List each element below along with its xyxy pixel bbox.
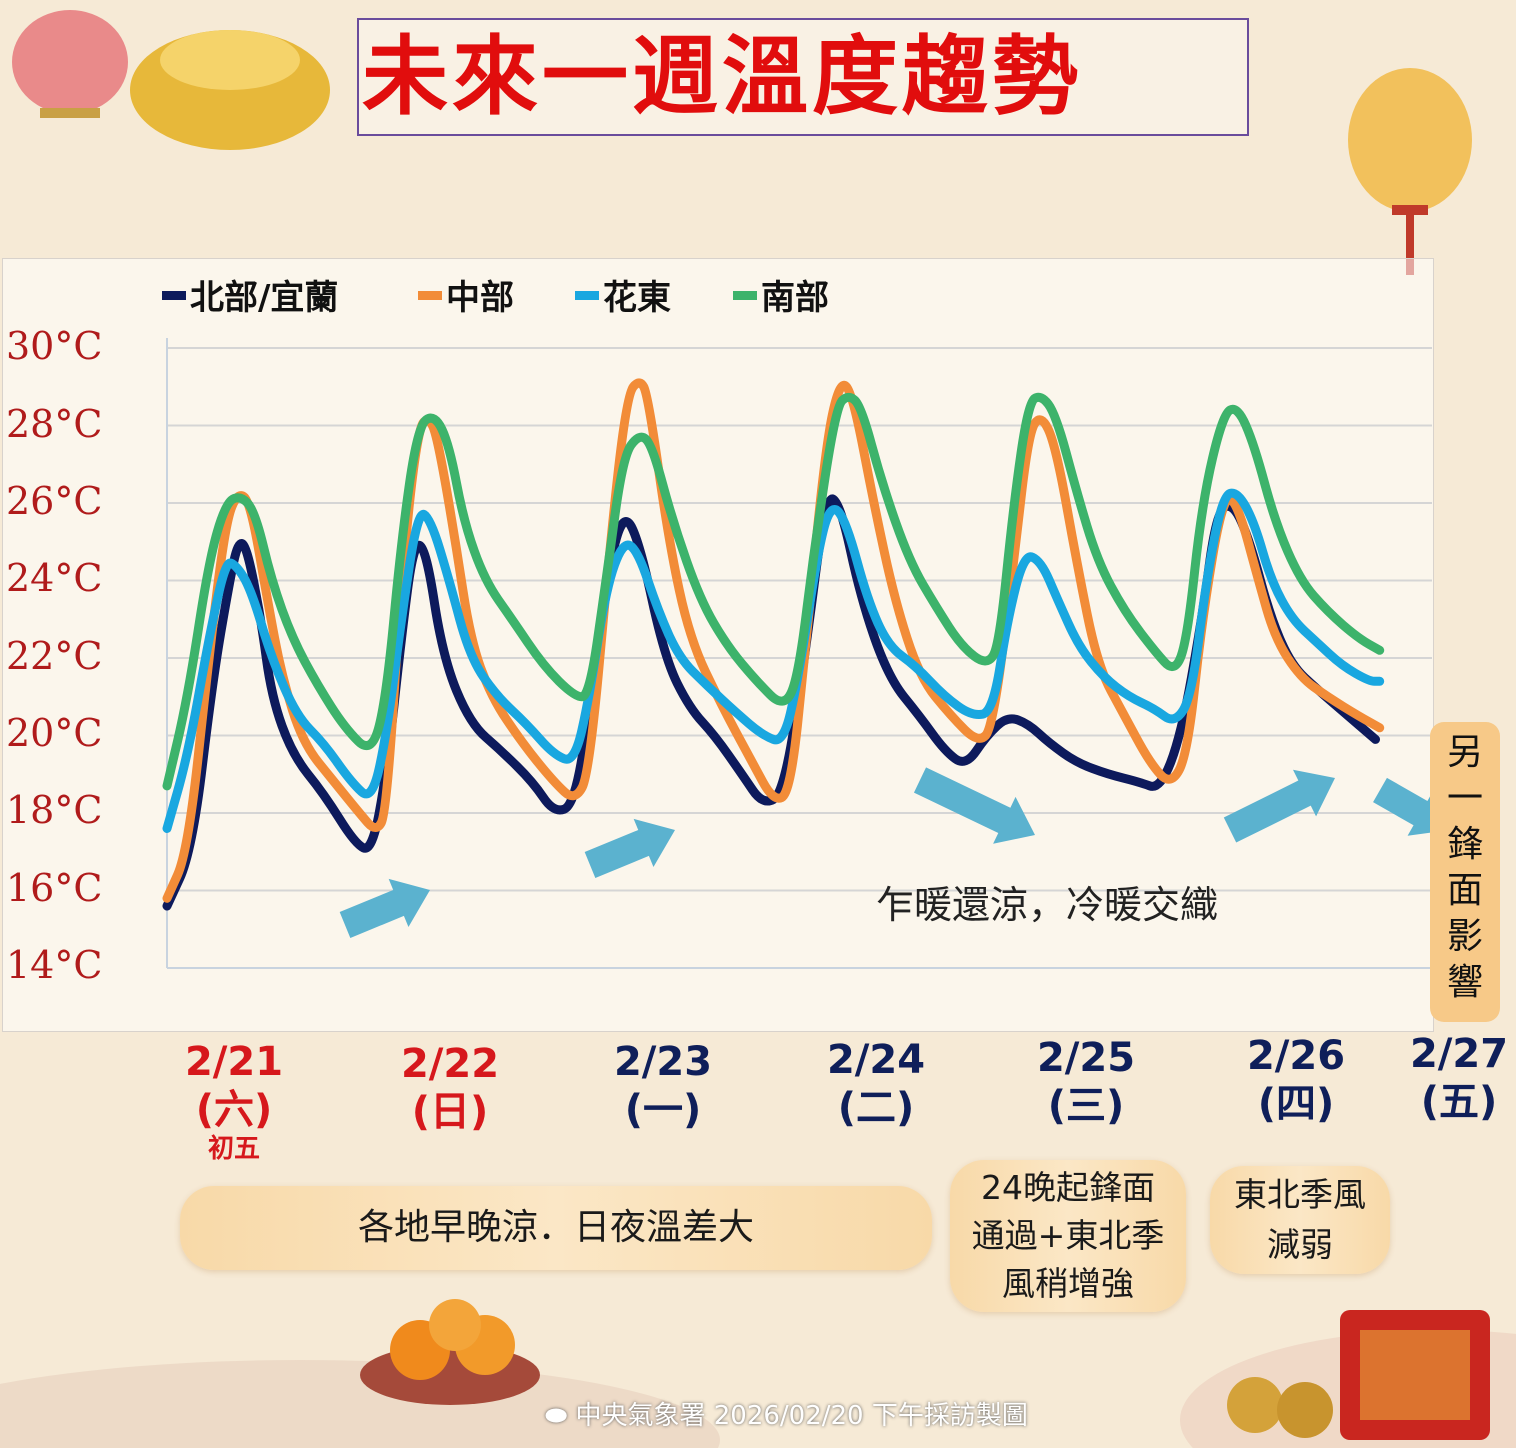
front-pill: 24晚起鋒面 通過+東北季 風稍增強 — [950, 1160, 1186, 1312]
date-label-4: 2/25 (三) — [1036, 1035, 1136, 1129]
side-note: 另一鋒面影響 — [1446, 732, 1483, 1003]
y-tick-label: 14°C — [6, 943, 103, 987]
chart-panel — [2, 258, 1434, 1032]
legend-south: 南部 — [733, 270, 829, 319]
date-label-1: 2/22 (日) — [400, 1041, 500, 1135]
date-label-0: 2/21 (六) 初五 — [184, 1039, 284, 1164]
y-tick-label: 18°C — [6, 788, 103, 832]
date-label-6: 2/27 (五) — [1409, 1031, 1509, 1125]
cwa-logo-icon: ⬬ — [545, 1401, 576, 1431]
footer-credit: ⬬ 中央氣象署 2026/02/20 下午採訪製圖 — [545, 1401, 1028, 1431]
monsoon-pill: 東北季風 減弱 — [1210, 1166, 1390, 1274]
tangerine-plate-icon — [360, 1299, 540, 1405]
lantern-icon — [12, 10, 128, 118]
date-label-5: 2/26 (四) — [1246, 1033, 1346, 1127]
legend-east: 花東 — [575, 270, 671, 319]
y-tick-label: 24°C — [6, 556, 103, 600]
red-lantern-icon — [1340, 1310, 1490, 1440]
side-note-box — [1430, 722, 1500, 1022]
coins-icon — [1227, 1377, 1333, 1438]
y-tick-label: 20°C — [6, 711, 103, 755]
legend-central: 中部 — [418, 270, 514, 319]
page-title: 未來一週溫度趨勢 — [362, 27, 1082, 127]
lantern-right-icon — [1348, 68, 1472, 275]
y-tick-label: 22°C — [6, 634, 103, 678]
legend-north: 北部/宜蘭 — [162, 270, 338, 319]
trend-annotation: 乍暖還涼，冷暖交織 — [876, 883, 1219, 927]
y-tick-label: 30°C — [6, 324, 103, 368]
y-tick-label: 28°C — [6, 402, 103, 446]
gold-ingot-icon — [130, 30, 330, 150]
summary-pill: 各地早晚涼．日夜溫差大 — [180, 1186, 932, 1270]
date-label-3: 2/24 (二) — [826, 1037, 926, 1131]
y-tick-label: 26°C — [6, 479, 103, 523]
title-frame — [357, 18, 1249, 136]
y-tick-label: 16°C — [6, 866, 103, 910]
date-label-2: 2/23 (一) — [613, 1039, 713, 1133]
